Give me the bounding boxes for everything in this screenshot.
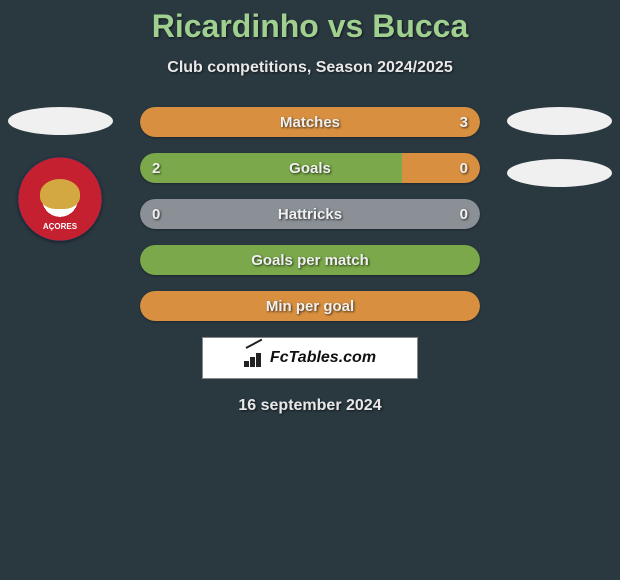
- comparison-bars: Matches3Goals20Hattricks00Goals per matc…: [140, 107, 480, 321]
- stat-label: Matches: [140, 114, 480, 131]
- subtitle: Club competitions, Season 2024/2025: [0, 59, 620, 77]
- stat-value-left: 0: [152, 206, 160, 223]
- chart-icon: [244, 349, 266, 367]
- right-player-column: [507, 107, 612, 187]
- stat-label: Goals per match: [140, 252, 480, 269]
- page-title: Ricardinho vs Bucca: [0, 0, 620, 45]
- club-badge-placeholder-right: [507, 159, 612, 187]
- left-player-column: [8, 107, 113, 241]
- stat-label: Hattricks: [140, 206, 480, 223]
- brand-text: FcTables.com: [270, 349, 376, 367]
- stat-bar-hattricks: Hattricks0 0: [140, 199, 480, 229]
- stat-bar-min-per-goal: Min per goal: [140, 291, 480, 321]
- stat-value-right: 0: [460, 160, 468, 177]
- date-label: 16 september 2024: [0, 397, 620, 415]
- player-photo-placeholder-right: [507, 107, 612, 135]
- stat-value-right: 3: [460, 114, 468, 131]
- stat-bar-matches: Matches3: [140, 107, 480, 137]
- brand-watermark: FcTables.com: [202, 337, 418, 379]
- club-badge-santa-clara: [18, 157, 102, 241]
- comparison-content: Matches3Goals20Hattricks00Goals per matc…: [0, 107, 620, 415]
- stat-value-right: 0: [460, 206, 468, 223]
- player-photo-placeholder-left: [8, 107, 113, 135]
- stat-bar-goals-per-match: Goals per match: [140, 245, 480, 275]
- stat-label: Goals: [140, 160, 480, 177]
- stat-bar-goals: Goals2 0: [140, 153, 480, 183]
- stat-value-left: 2: [152, 160, 160, 177]
- stat-label: Min per goal: [140, 298, 480, 315]
